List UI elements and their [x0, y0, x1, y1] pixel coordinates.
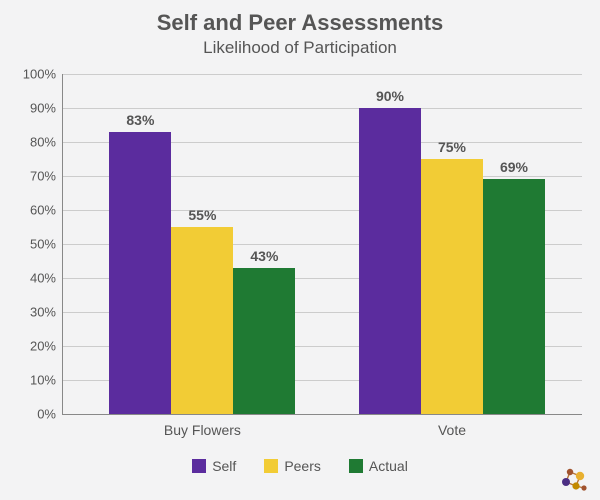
- legend: Self Peers Actual: [0, 458, 600, 474]
- ytick-label: 100%: [6, 67, 56, 82]
- ytick-label: 20%: [6, 339, 56, 354]
- y-axis-line: [62, 74, 63, 414]
- bar-value-label: 69%: [483, 159, 545, 175]
- ytick-label: 50%: [6, 237, 56, 252]
- chart-title: Self and Peer Assessments: [0, 10, 600, 36]
- chart-container: Self and Peer Assessments Likelihood of …: [0, 0, 600, 500]
- bar-vote-self: 90%: [359, 108, 421, 414]
- ytick-label: 30%: [6, 305, 56, 320]
- ytick-label: 0%: [6, 407, 56, 422]
- bar-buy_flowers-actual: 43%: [233, 268, 295, 414]
- legend-swatch: [192, 459, 206, 473]
- legend-label: Actual: [369, 458, 408, 474]
- chart-subtitle: Likelihood of Participation: [0, 38, 600, 58]
- ytick-label: 40%: [6, 271, 56, 286]
- ytick-label: 70%: [6, 169, 56, 184]
- gridline: [62, 74, 582, 75]
- category-label-buy_flowers: Buy Flowers: [164, 422, 241, 438]
- legend-swatch: [264, 459, 278, 473]
- bar-value-label: 90%: [359, 88, 421, 104]
- legend-label: Self: [212, 458, 236, 474]
- bar-value-label: 83%: [109, 112, 171, 128]
- ytick-label: 10%: [6, 373, 56, 388]
- bar-value-label: 75%: [421, 139, 483, 155]
- legend-label: Peers: [284, 458, 321, 474]
- bar-value-label: 43%: [233, 248, 295, 264]
- x-axis-line: [62, 414, 582, 415]
- bar-value-label: 55%: [171, 207, 233, 223]
- category-label-vote: Vote: [438, 422, 466, 438]
- legend-item-peers: Peers: [264, 458, 321, 474]
- gridline: [62, 108, 582, 109]
- logo-icon: [558, 462, 592, 494]
- ytick-label: 90%: [6, 101, 56, 116]
- legend-swatch: [349, 459, 363, 473]
- bar-buy_flowers-self: 83%: [109, 132, 171, 414]
- legend-item-self: Self: [192, 458, 236, 474]
- legend-item-actual: Actual: [349, 458, 408, 474]
- bar-vote-actual: 69%: [483, 179, 545, 414]
- bar-vote-peers: 75%: [421, 159, 483, 414]
- ytick-label: 80%: [6, 135, 56, 150]
- bar-buy_flowers-peers: 55%: [171, 227, 233, 414]
- plot-area: 83%55%43%90%75%69%: [62, 74, 582, 414]
- ytick-label: 60%: [6, 203, 56, 218]
